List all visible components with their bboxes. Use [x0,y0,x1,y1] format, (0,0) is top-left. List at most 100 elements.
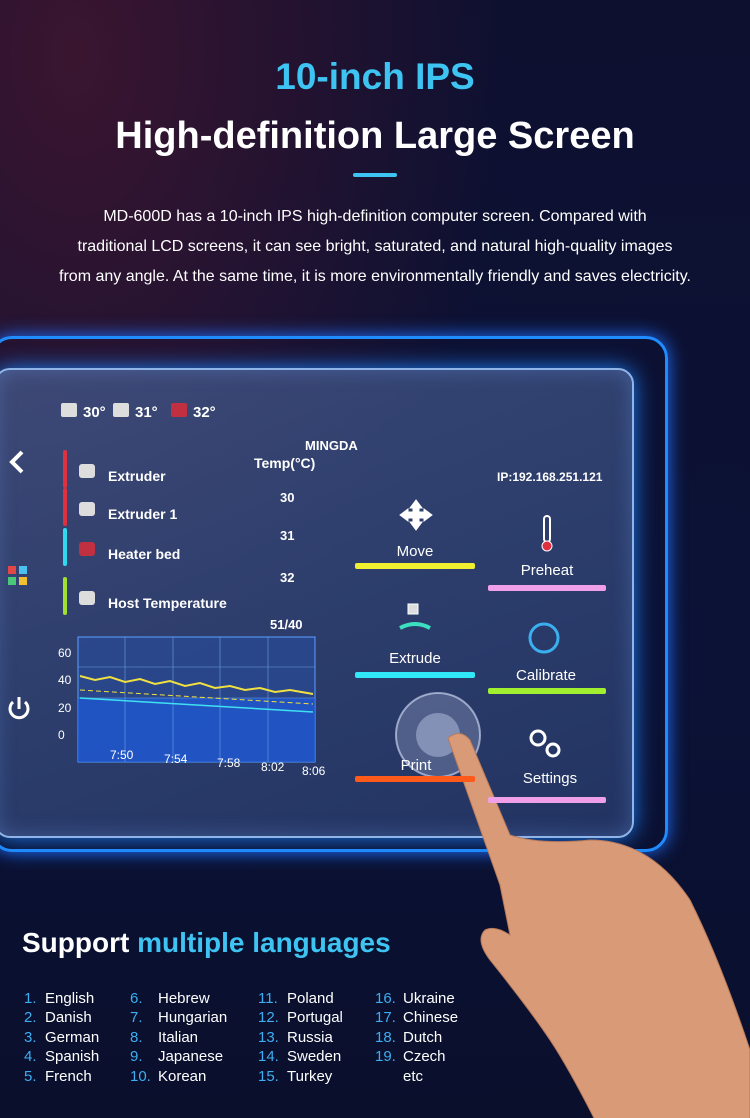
language-name: Hungarian [158,1009,228,1026]
language-number: 17. [375,1009,396,1026]
temp-header: Temp(°C) [254,455,316,471]
language-number: 12. [258,1009,279,1026]
button-icons [395,499,561,778]
status-icon [171,403,187,417]
screen-frame [0,336,668,852]
heading-text: Support [22,927,130,958]
language-name: Italian [158,1029,199,1046]
language-name: English [45,990,95,1007]
sensor-icon [79,502,95,516]
sensor-bar [63,488,67,526]
status-temp: 31° [135,404,158,421]
language-name: Hebrew [158,990,210,1007]
language-number: 18. [375,1029,396,1046]
language-number: 11. [258,990,278,1007]
ip-address: IP:192.168.251.121 [497,470,603,484]
graph-y-label: 60 [58,646,72,660]
button-label: Preheat [520,562,574,579]
language-name: Sweden [287,1048,342,1065]
language-number: 9. [130,1048,143,1065]
sensor-icon [79,464,95,478]
sensor-icon [79,542,95,556]
language-name: Danish [45,1009,92,1026]
language-name: Japanese [158,1048,224,1065]
sensor-label: Host Temperature [108,595,227,611]
language-name: Ukraine [403,990,455,1007]
title: 10-inch IPS [275,56,475,97]
button-bar [488,585,606,591]
language-number: 14. [258,1048,279,1065]
language-number: 3. [24,1029,37,1046]
description-line: from any angle. At the same time, it is … [59,268,691,285]
back-icon [9,450,24,474]
language-name: French [45,1068,92,1085]
graph-y-label: 0 [58,728,65,742]
status-icon [113,403,129,417]
graph-x-label: 8:06 [302,764,326,778]
sensor-value: 32 [280,570,295,585]
language-number: 6. [130,990,143,1007]
button-bar [488,797,606,803]
language-number: 13. [258,1029,279,1046]
graph-y-label: 20 [58,701,72,715]
language-number: 7. [130,1009,143,1026]
sensor-value: 30 [280,490,295,505]
status-temp: 30° [83,404,106,421]
sensor-bar [63,450,67,488]
sensor-value: 31 [280,528,295,543]
sensor-bar [63,528,67,566]
language-name: Dutch [403,1029,443,1046]
language-name: Turkey [287,1068,333,1085]
language-number: 4. [24,1048,37,1065]
graph-y-label: 40 [58,673,72,687]
apps-icon [8,566,27,585]
language-number: 16. [375,990,396,1007]
language-name: Russia [287,1029,333,1046]
language-number: 1. [24,990,37,1007]
button-label: Settings [522,770,578,787]
button-bar [355,672,475,678]
sensor-value: 51/40 [270,617,303,632]
power-icon [8,697,30,720]
hand [447,733,750,1118]
brand: MINGDA [305,438,358,453]
description-line: MD-600D has a 10-inch IPS high-definitio… [103,208,647,225]
sensor-label: Extruder 1 [108,506,178,522]
button-bar [355,563,475,569]
language-name: Chinese [403,1009,459,1026]
language-number: 15. [258,1068,279,1085]
language-name: Czech [403,1048,446,1065]
sensor-label: Heater bed [108,546,181,562]
graph-x-label: 7:54 [164,752,188,766]
graph-x-label: 7:50 [110,748,134,762]
title-underline [353,173,397,177]
language-number: 5. [24,1068,37,1085]
graph [77,636,316,763]
graph-x-label: 7:58 [217,756,241,770]
graph-x-label: 8:02 [261,760,285,774]
language-number: 10. [130,1068,151,1085]
heading-highlight: multiple languages [137,927,391,958]
language-name: Spanish [45,1048,100,1065]
sensor-label: Extruder [108,468,166,484]
button-label: Print [400,757,432,774]
button-bar [355,776,475,782]
language-number: 19. [375,1048,396,1065]
language-number: 2. [24,1009,37,1026]
language-name: Portugal [287,1009,343,1026]
subtitle: High-definition Large Screen [115,115,635,157]
language-etc: etc [403,1068,424,1085]
sensor-icon [79,591,95,605]
status-icon [61,403,77,417]
language-name: German [45,1029,100,1046]
button-bar [488,688,606,694]
button-label: Move [396,543,434,560]
button-label: Extrude [389,650,441,667]
status-temp: 32° [193,404,216,421]
language-name: Poland [287,990,334,1007]
sensor-bar [63,577,67,615]
description-line: traditional LCD screens, it can see brig… [77,238,673,255]
language-name: Korean [158,1068,207,1085]
